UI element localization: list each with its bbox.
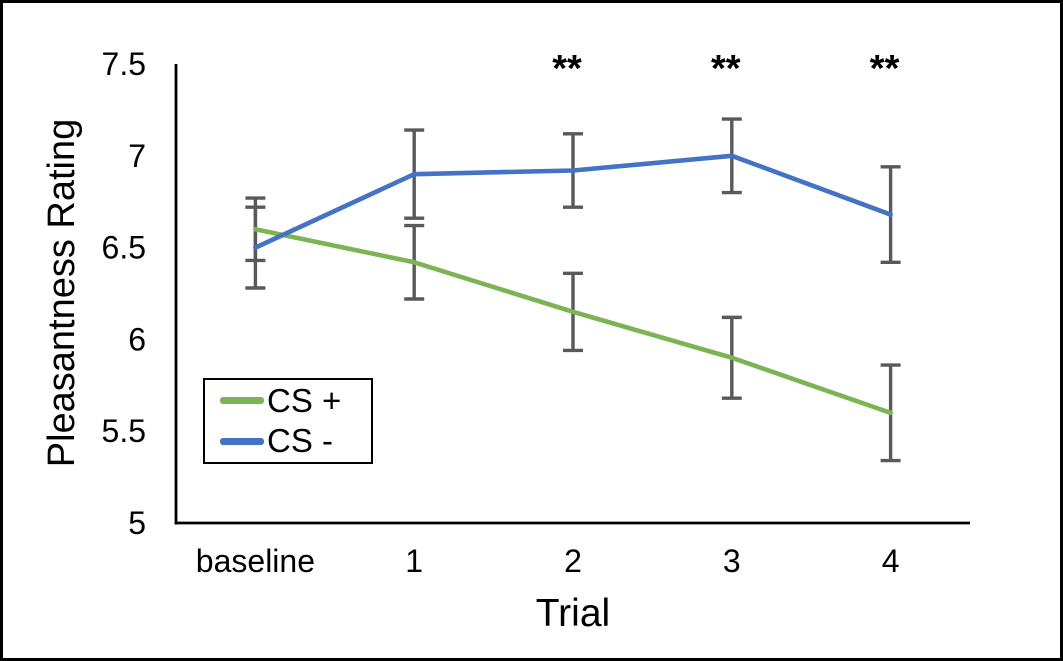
y-tick-label: 7 — [128, 138, 146, 174]
significance-marker: ** — [711, 48, 741, 90]
series-line-cs-minus — [253, 153, 893, 250]
legend-swatch-cs-minus — [220, 437, 264, 445]
y-tick-label: 6.5 — [102, 230, 146, 266]
legend: CS + CS - — [203, 378, 373, 464]
legend-item-cs-minus: CS - — [220, 421, 371, 461]
x-tick-label: 3 — [723, 543, 741, 579]
series-line-cs-plus — [253, 226, 893, 416]
x-tick-label: 1 — [405, 543, 423, 579]
significance-marker: ** — [552, 48, 582, 90]
y-tick-label: 6 — [128, 321, 146, 357]
y-axis-title: Pleasantness Rating — [41, 118, 83, 468]
legend-label-cs-plus: CS + — [267, 381, 342, 419]
legend-item-cs-plus: CS + — [220, 381, 371, 421]
y-tick-label: 7.5 — [102, 46, 146, 82]
legend-label-cs-minus: CS - — [267, 422, 333, 460]
significance-marker: ** — [870, 48, 900, 90]
x-tick-label: 4 — [882, 543, 900, 579]
legend-swatch-cs-plus — [220, 397, 264, 405]
x-axis-title: Trial — [535, 592, 611, 635]
x-tick-label: baseline — [196, 543, 315, 579]
y-tick-label: 5.5 — [102, 413, 146, 449]
x-tick-label: 2 — [564, 543, 582, 579]
y-tick-label: 5 — [128, 505, 146, 541]
